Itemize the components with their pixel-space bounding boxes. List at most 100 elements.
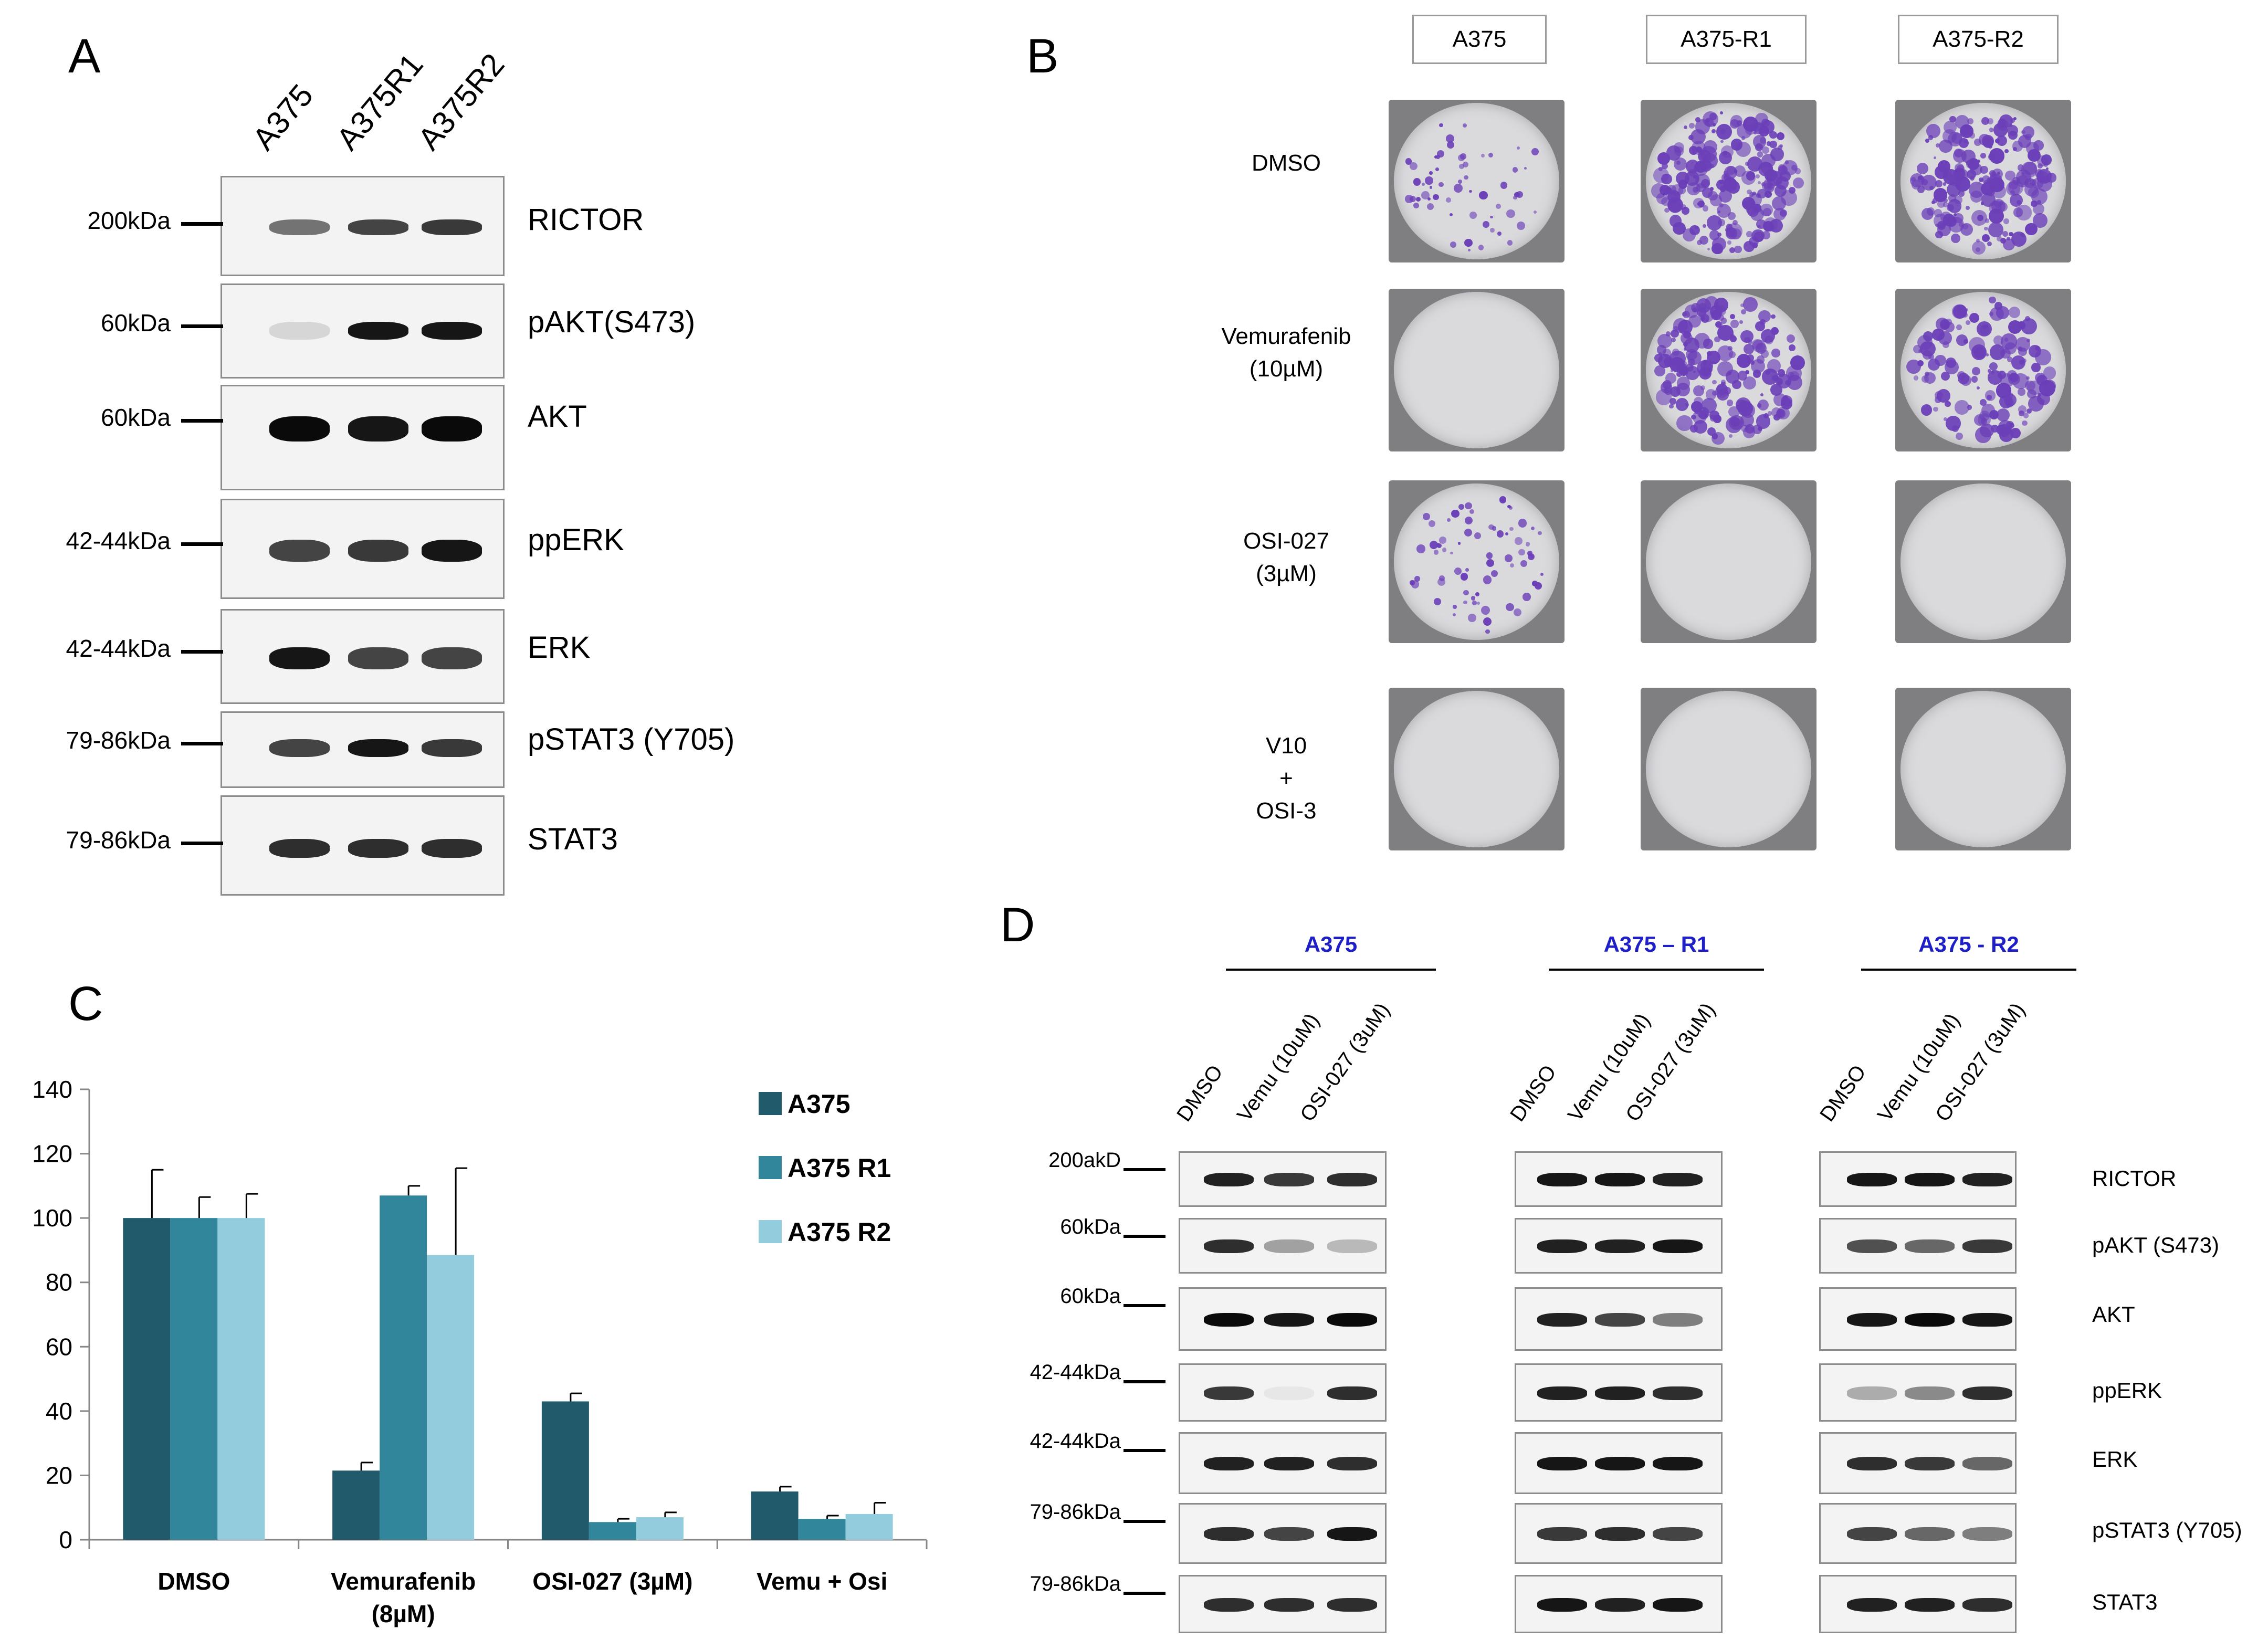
western-blot-strip: [1179, 1575, 1387, 1633]
colony: [1728, 434, 1732, 438]
row-label-line: (10µM): [1249, 356, 1324, 382]
colony: [1752, 134, 1767, 149]
colony: [1694, 160, 1707, 173]
colony: [1960, 124, 1973, 138]
colony: [1785, 380, 1791, 385]
protein-band: [1653, 1598, 1703, 1612]
bar: [427, 1255, 475, 1540]
colony: [1727, 346, 1732, 351]
western-blot-strip: [1179, 1287, 1387, 1351]
colony: [2031, 200, 2038, 207]
colony: [1791, 165, 1797, 171]
colony: [1964, 339, 1969, 344]
colony: [1485, 629, 1490, 634]
panel-c-label: C: [68, 977, 103, 1031]
colony: [2039, 380, 2055, 396]
molecular-weight-label: 60kDa: [101, 309, 171, 337]
colony: [1703, 163, 1710, 170]
colony: [1518, 518, 1527, 528]
colony: [1469, 509, 1475, 514]
colony: [1684, 125, 1688, 130]
protein-band: [348, 739, 408, 757]
colony: [2002, 230, 2008, 237]
colony: [1518, 549, 1525, 556]
protein-band: [1264, 1386, 1314, 1400]
colony: [1488, 524, 1494, 530]
colony-dish: [1895, 289, 2071, 451]
colony: [2024, 316, 2031, 322]
colony: [1948, 194, 1957, 203]
colony: [1534, 211, 1537, 214]
colony: [1745, 162, 1749, 166]
protein-band: [1264, 1527, 1314, 1541]
colony: [1732, 219, 1738, 225]
colony: [2033, 140, 2044, 151]
group-underline: [1549, 969, 1764, 971]
colony: [1769, 218, 1783, 233]
colony: [1730, 314, 1736, 320]
molecular-weight-label: 60kDa: [1060, 1285, 1121, 1308]
bar: [332, 1470, 380, 1540]
colony: [1996, 408, 2010, 422]
colony: [1433, 194, 1439, 201]
colony: [2007, 237, 2010, 240]
dish-well: [1394, 292, 1559, 448]
colony: [1735, 142, 1751, 157]
colony: [1753, 370, 1761, 378]
colony: [1693, 385, 1704, 396]
protein-band: [1264, 1173, 1314, 1186]
colony: [1913, 345, 1922, 354]
column-header-a375-r2: A375-R2: [1898, 15, 2059, 64]
colony: [1725, 370, 1739, 384]
colony: [1427, 197, 1431, 201]
colony: [1993, 122, 2008, 137]
colony: [1977, 386, 1980, 390]
colony: [1409, 162, 1418, 171]
colony: [2009, 232, 2013, 237]
colony: [1445, 134, 1454, 143]
colony: [2023, 413, 2029, 418]
colony: [1756, 193, 1761, 198]
colony: [1790, 355, 1805, 370]
row-label-line: OSI-027: [1243, 528, 1329, 554]
lane-label: DMSO: [1172, 1060, 1228, 1126]
colony: [1439, 575, 1445, 582]
molecular-weight-label: 79-86kDa: [66, 727, 171, 754]
colony: [1952, 425, 1959, 432]
colony: [2008, 392, 2014, 398]
colony: [1447, 518, 1451, 522]
colony: [1989, 128, 1994, 132]
legend-label: A375 R2: [788, 1217, 891, 1247]
colony: [1935, 180, 1943, 188]
colony: [1933, 198, 1938, 203]
western-blot-strip: [1179, 1218, 1387, 1274]
colony: [1721, 145, 1734, 158]
group-header: A375 – R1: [1603, 932, 1709, 957]
colony: [1421, 191, 1430, 200]
western-blot-strip: [220, 283, 505, 379]
group-underline: [1861, 969, 2076, 971]
colony: [1721, 381, 1726, 386]
protein-band: [422, 647, 482, 669]
colony: [1454, 184, 1463, 193]
colony: [1435, 167, 1440, 171]
colony: [1675, 398, 1688, 411]
colony: [1677, 319, 1693, 335]
colony: [1492, 526, 1497, 531]
colony: [1540, 573, 1544, 576]
colony: [1756, 355, 1765, 364]
colony: [1505, 603, 1514, 612]
colony: [1465, 502, 1472, 510]
colony: [1989, 148, 2005, 164]
colony: [1425, 176, 1433, 185]
colony: [1488, 152, 1494, 157]
colony: [1944, 198, 1948, 203]
marker-tick: [181, 650, 223, 654]
western-blot-strip: [1819, 1575, 2017, 1633]
row-label-line: Vemurafenib: [1221, 323, 1351, 349]
protein-band: [1204, 1239, 1254, 1253]
colony: [1471, 596, 1475, 601]
colony: [1670, 350, 1686, 366]
colony: [1442, 548, 1447, 553]
colony: [1463, 590, 1469, 595]
